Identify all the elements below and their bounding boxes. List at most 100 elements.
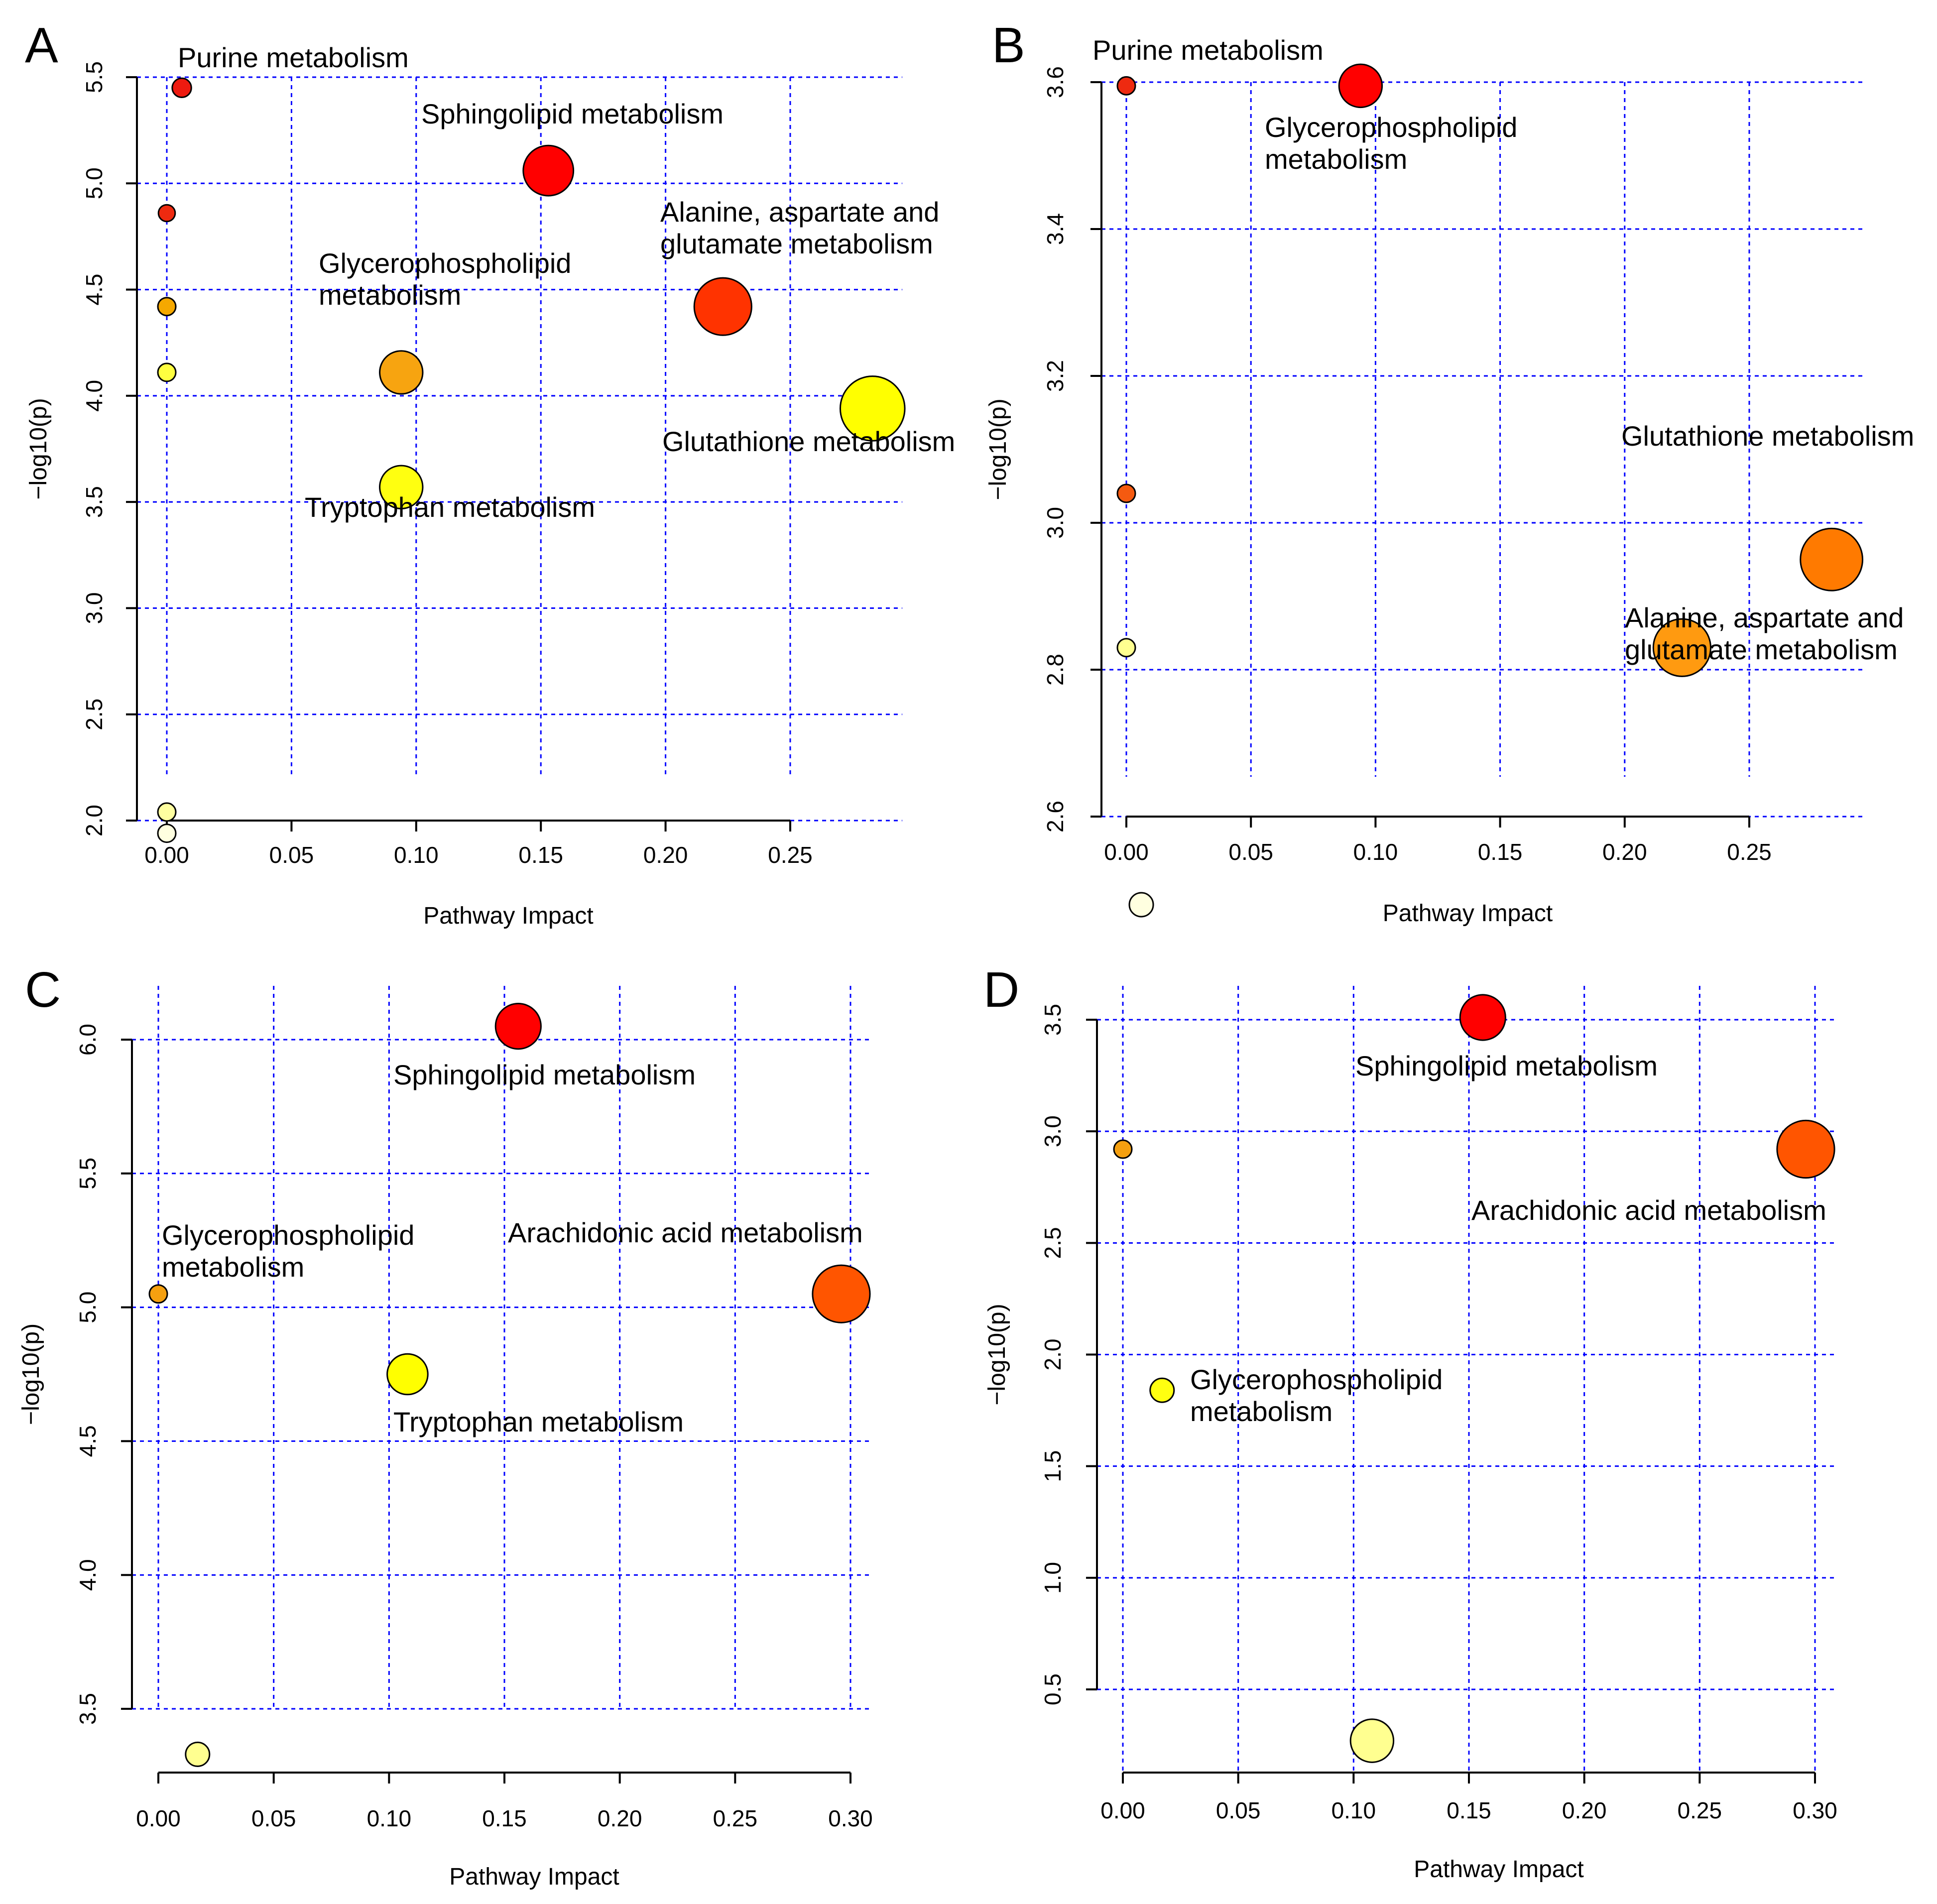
y-tick-label: 2.0 [81, 805, 107, 836]
point-label: glutamate metabolism [660, 228, 933, 259]
panel-letter: D [983, 962, 1019, 1018]
x-tick-label: 0.25 [768, 842, 813, 868]
point-label: Glycerophospholipid [1265, 112, 1517, 143]
data-point [379, 350, 424, 395]
x-tick-label: 0.00 [1104, 839, 1149, 865]
x-tick-label: 0.10 [394, 842, 439, 868]
y-tick-label: 3.5 [81, 486, 107, 518]
x-tick-label: 0.20 [1562, 1797, 1607, 1823]
x-tick-label: 0.10 [1332, 1797, 1376, 1823]
data-point [1800, 527, 1864, 592]
y-tick-label: 5.0 [81, 167, 107, 199]
data-point [522, 144, 575, 197]
x-tick-label: 0.25 [1727, 839, 1772, 865]
data-point [157, 297, 177, 317]
y-tick-label: 5.0 [75, 1292, 101, 1323]
point-label: Alanine, aspartate and [660, 196, 939, 228]
data-point [386, 1353, 429, 1396]
x-tick-label: 0.15 [518, 842, 563, 868]
point-label: Arachidonic acid metabolism [1471, 1194, 1826, 1226]
data-point [1128, 892, 1154, 918]
y-tick-label: 4.0 [81, 380, 107, 412]
data-point [171, 77, 192, 99]
x-axis-title: Pathway Impact [449, 1864, 619, 1890]
point-label: Arachidonic acid metabolism [508, 1217, 863, 1248]
point-label: Alanine, aspartate and [1625, 602, 1904, 633]
x-tick-label: 0.10 [1353, 839, 1398, 865]
y-tick-label: 6.0 [75, 1024, 101, 1056]
point-label: Purine metabolism [1092, 34, 1324, 66]
data-point [148, 1284, 168, 1304]
y-tick-label: 4.5 [75, 1425, 101, 1457]
y-tick-label: 5.5 [75, 1158, 101, 1190]
data-point [157, 802, 177, 822]
data-point [839, 375, 906, 442]
data-point [1116, 483, 1136, 503]
data-point [379, 465, 424, 509]
y-tick-label: 5.5 [81, 61, 107, 93]
x-axis-title: Pathway Impact [423, 903, 593, 929]
data-point [1116, 638, 1136, 658]
y-tick-label: 3.2 [1042, 360, 1068, 392]
y-axis-title: −log10(p) [984, 1304, 1010, 1405]
y-tick-label: 1.0 [1040, 1562, 1066, 1594]
point-label: Sphingolipid metabolism [421, 98, 724, 129]
data-point [1349, 1718, 1395, 1763]
x-tick-label: 0.05 [1216, 1797, 1261, 1823]
panel-c: C 0.00 0.05 0.10 0.15 0.20 0.25 0.30 3.5 4.0 4.5 5.… [18, 962, 873, 1890]
point-label: Tryptophan metabolism [305, 491, 595, 523]
point-label: metabolism [162, 1251, 304, 1283]
x-tick-label: 0.05 [251, 1805, 296, 1831]
x-tick-label: 0.00 [136, 1805, 181, 1831]
y-tick-label: 2.5 [81, 699, 107, 730]
x-tick-label: 0.20 [598, 1805, 642, 1831]
point-label: Tryptophan metabolism [393, 1406, 684, 1437]
y-tick-label: 3.4 [1042, 213, 1068, 245]
point-label: Glycerophospholipid [162, 1219, 414, 1251]
y-axis-title: −log10(p) [25, 398, 52, 499]
data-point [1338, 63, 1383, 109]
data-point [157, 824, 177, 843]
axes [1100, 82, 1749, 818]
grid [132, 986, 871, 1710]
panel-letter: B [992, 17, 1025, 73]
x-tick-label: 0.20 [1602, 839, 1647, 865]
x-tick-label: 0.15 [482, 1805, 527, 1831]
y-tick-label: 2.0 [1040, 1339, 1066, 1371]
y-axis-title: −log10(p) [18, 1323, 44, 1425]
point-label: Sphingolipid metabolism [1355, 1050, 1658, 1081]
panel-b: B 0.00 0.05 0.10 0.15 0.20 0.25 2.6 2.8 3.0 3.2 3.4… [985, 17, 1914, 927]
data-point [494, 1003, 542, 1050]
panel-d: D 0.00 0.05 0.10 0.15 0.20 0.25 0.30 0.5 1.0 1.5 2.… [983, 962, 1837, 1883]
data-point [1776, 1119, 1835, 1179]
data-point [1652, 618, 1711, 677]
x-axis-title: Pathway Impact [1414, 1856, 1583, 1883]
y-tick-label: 1.5 [1040, 1450, 1066, 1482]
x-tick-label: 0.25 [1678, 1797, 1722, 1823]
point-label: Glycerophospholipid [319, 247, 571, 279]
x-tick-label: 0.10 [367, 1805, 412, 1831]
panel-a: A 0.00 0.05 0.10 0.15 0.20 0.25 2.0 2.5 3.0 3.5 4.0… [25, 17, 955, 929]
y-tick-label: 2.6 [1042, 801, 1068, 833]
x-tick-label: 0.20 [643, 842, 688, 868]
data-point [1149, 1377, 1175, 1403]
data-point [693, 277, 752, 336]
data-point [1459, 994, 1506, 1041]
x-tick-label: 0.15 [1478, 839, 1523, 865]
y-tick-label: 2.8 [1042, 654, 1068, 686]
point-label: metabolism [1190, 1396, 1332, 1427]
point-label: metabolism [319, 279, 461, 311]
y-tick-label: 4.0 [75, 1559, 101, 1591]
data-point [1116, 76, 1136, 96]
data-point [157, 362, 177, 382]
point-label: Glutathione metabolism [662, 426, 955, 457]
point-label: metabolism [1265, 143, 1407, 175]
y-tick-label: 3.5 [75, 1693, 101, 1725]
x-tick-label: 0.00 [144, 842, 189, 868]
y-tick-label: 3.0 [1040, 1115, 1066, 1147]
x-tick-label: 0.05 [1228, 839, 1273, 865]
y-tick-label: 0.5 [1040, 1673, 1066, 1705]
y-tick-label: 4.5 [81, 274, 107, 306]
x-tick-label: 0.00 [1100, 1797, 1145, 1823]
